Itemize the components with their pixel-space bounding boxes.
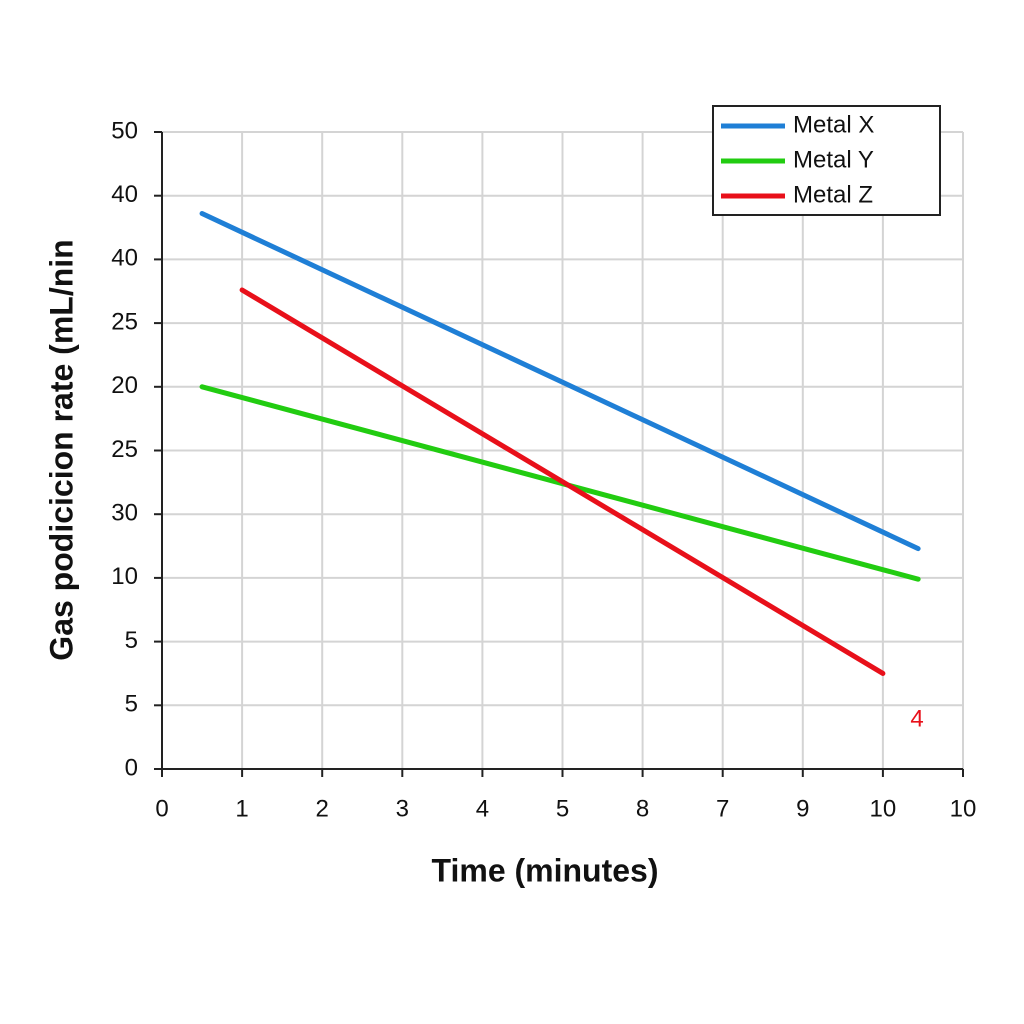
y-tick-label: 0 xyxy=(125,754,138,781)
y-tick-label: 10 xyxy=(111,563,138,590)
data-line xyxy=(239,287,886,676)
x-tick-label: 8 xyxy=(636,795,649,822)
y-tick-label: 5 xyxy=(125,691,138,718)
x-tick-label: 9 xyxy=(796,795,809,822)
x-tick-label: 2 xyxy=(316,795,329,822)
y-tick-label: 25 xyxy=(111,308,138,335)
y-tick-label: 40 xyxy=(111,181,138,208)
annotation: 4 xyxy=(910,705,923,732)
x-tick-label: 10 xyxy=(950,795,977,822)
legend-label: Metal Z xyxy=(793,181,873,208)
y-tick-label: 40 xyxy=(111,245,138,272)
y-tick-label: 20 xyxy=(111,372,138,399)
x-tick-label: 10 xyxy=(870,795,897,822)
x-tick-label: 1 xyxy=(235,795,248,822)
y-tick-label: 50 xyxy=(111,117,138,144)
x-axis-title: Time (minutes) xyxy=(432,852,659,888)
legend-label: Metal Y xyxy=(793,146,874,173)
x-tick-label: 3 xyxy=(396,795,409,822)
data-line xyxy=(199,211,921,552)
y-tick-label: 5 xyxy=(125,627,138,654)
x-tick-label: 0 xyxy=(155,795,168,822)
y-tick-label: 25 xyxy=(111,436,138,463)
x-tick-label: 4 xyxy=(476,795,489,822)
legend-label: Metal X xyxy=(793,111,874,138)
x-tick-label: 5 xyxy=(556,795,569,822)
y-tick-label: 30 xyxy=(111,500,138,527)
x-tick-label: 7 xyxy=(716,795,729,822)
y-axis-title: Gas podicicion rate (mL/nin xyxy=(43,239,79,660)
